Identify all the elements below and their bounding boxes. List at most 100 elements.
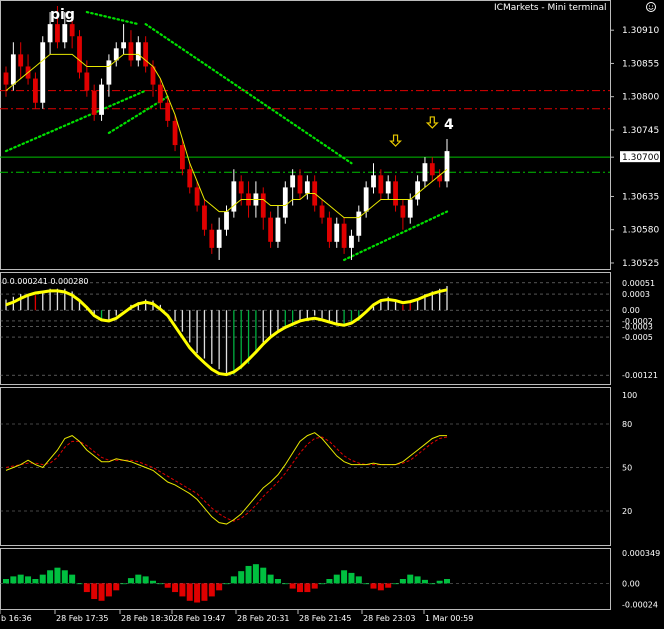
candle-body bbox=[378, 175, 384, 194]
time-tick-label: 28 Feb 23:03 bbox=[363, 614, 415, 623]
histogram-tick-label: 0.00 bbox=[622, 579, 640, 588]
time-tick-label: b 16:36 bbox=[1, 614, 32, 623]
candle-body bbox=[10, 54, 16, 85]
candle-body bbox=[327, 217, 332, 242]
histogram-bar bbox=[164, 583, 171, 588]
macd-panel[interactable] bbox=[0, 272, 611, 385]
terminal-title: ICMarkets - Mini terminal bbox=[494, 3, 606, 13]
macd-tick-label: 0.00 bbox=[622, 306, 640, 315]
histogram-bar bbox=[230, 576, 237, 584]
histogram-bar bbox=[414, 576, 421, 584]
candle-body bbox=[422, 163, 428, 182]
smiley-icon[interactable] bbox=[646, 2, 656, 12]
histogram-bar bbox=[76, 583, 83, 585]
candle-body bbox=[55, 24, 60, 43]
histogram-bar bbox=[208, 583, 215, 597]
candle-body bbox=[91, 90, 97, 115]
candle-body bbox=[268, 217, 273, 242]
candle-body bbox=[84, 72, 90, 91]
candle-body bbox=[180, 145, 185, 170]
histogram-bar bbox=[267, 574, 274, 584]
histogram-bar bbox=[370, 583, 377, 589]
histogram-bar bbox=[91, 583, 98, 600]
stochastic-signal-line bbox=[5, 436, 448, 522]
dotted-trend-line bbox=[144, 23, 353, 165]
time-tick-label: 1 Mar 00:59 bbox=[425, 614, 473, 623]
candle-body bbox=[18, 54, 24, 67]
histogram-bar bbox=[69, 574, 76, 584]
histogram-bar bbox=[83, 583, 90, 593]
candle-body bbox=[62, 24, 68, 43]
histogram-bar bbox=[436, 580, 443, 584]
candle-body bbox=[172, 120, 178, 146]
histogram-bar bbox=[421, 579, 428, 584]
current-price-label: 1.30700 bbox=[622, 153, 659, 163]
candle-body bbox=[437, 175, 443, 182]
time-axis: b 16:36 28 Feb 17:35 28 Feb 18:30 28 Feb 19… bbox=[0, 610, 473, 623]
stochastic-axis: 100 80 50 20 bbox=[622, 391, 637, 516]
dotted-trend-line bbox=[107, 95, 169, 135]
candle-body bbox=[194, 187, 200, 206]
stochastic-tick-label: 100 bbox=[622, 391, 637, 400]
stochastic-tick-label: 50 bbox=[622, 464, 632, 473]
histogram-bar bbox=[444, 579, 450, 584]
histogram-bar bbox=[47, 570, 54, 584]
moving-average-line bbox=[5, 53, 448, 219]
candle-body bbox=[202, 205, 207, 230]
histogram-bar bbox=[54, 567, 61, 584]
histogram-bar bbox=[223, 583, 230, 585]
time-tick-label: 28 Feb 18:30 bbox=[121, 614, 173, 623]
candle-body bbox=[165, 102, 171, 121]
wave-label: 4 bbox=[444, 117, 454, 133]
histogram-bar bbox=[274, 579, 281, 584]
dotted-trend-line bbox=[4, 89, 147, 153]
histogram-panel[interactable] bbox=[0, 548, 611, 610]
histogram-bar bbox=[348, 572, 355, 584]
candle-body bbox=[275, 217, 281, 242]
histogram-bar bbox=[150, 580, 156, 584]
macd-plot bbox=[0, 282, 610, 377]
histogram-bar bbox=[10, 576, 17, 584]
macd-tick-label: 0.0003 bbox=[622, 290, 650, 299]
candle-body bbox=[407, 199, 413, 218]
candle-body bbox=[319, 205, 325, 218]
candle-body bbox=[334, 223, 340, 242]
histogram-bar bbox=[245, 565, 252, 584]
time-tick-label: 28 Feb 19:47 bbox=[173, 614, 225, 623]
histogram-bar bbox=[238, 571, 245, 584]
histogram-bar bbox=[127, 578, 134, 584]
candle-body bbox=[349, 235, 354, 248]
histogram-bar bbox=[179, 583, 186, 597]
candle-body bbox=[400, 205, 406, 218]
histogram-bar bbox=[252, 564, 259, 584]
histogram-bar bbox=[120, 583, 127, 585]
histogram-bar bbox=[142, 576, 149, 584]
candle-body bbox=[224, 211, 229, 230]
down-arrow-icon bbox=[389, 134, 402, 147]
candle-body bbox=[260, 193, 266, 218]
candle-body bbox=[444, 151, 450, 182]
histogram-tick-label: -0.00024 bbox=[622, 600, 658, 609]
candle-body bbox=[106, 60, 112, 85]
candle-body bbox=[121, 42, 126, 49]
histogram-bar bbox=[363, 583, 370, 585]
histogram-bar bbox=[333, 574, 340, 584]
candle-body bbox=[99, 84, 104, 115]
histogram-bar bbox=[260, 567, 267, 584]
histogram-bar bbox=[282, 583, 289, 585]
price-plot bbox=[0, 6, 610, 262]
candle-body bbox=[143, 42, 149, 67]
price-panel[interactable] bbox=[0, 0, 611, 270]
histogram-bar bbox=[194, 583, 201, 603]
stochastic-plot bbox=[0, 423, 610, 525]
stochastic-panel[interactable] bbox=[0, 387, 611, 546]
candle-body bbox=[238, 181, 244, 194]
macd-tick-label: 0.00051 bbox=[622, 279, 655, 288]
histogram-bar bbox=[289, 583, 296, 589]
histogram-bar bbox=[17, 574, 24, 584]
down-arrow-icon bbox=[425, 116, 439, 129]
macd-tick-label: -0.00121 bbox=[622, 371, 658, 380]
histogram-tick-label: 0.000349 bbox=[622, 549, 660, 558]
histogram-bar bbox=[216, 583, 223, 591]
